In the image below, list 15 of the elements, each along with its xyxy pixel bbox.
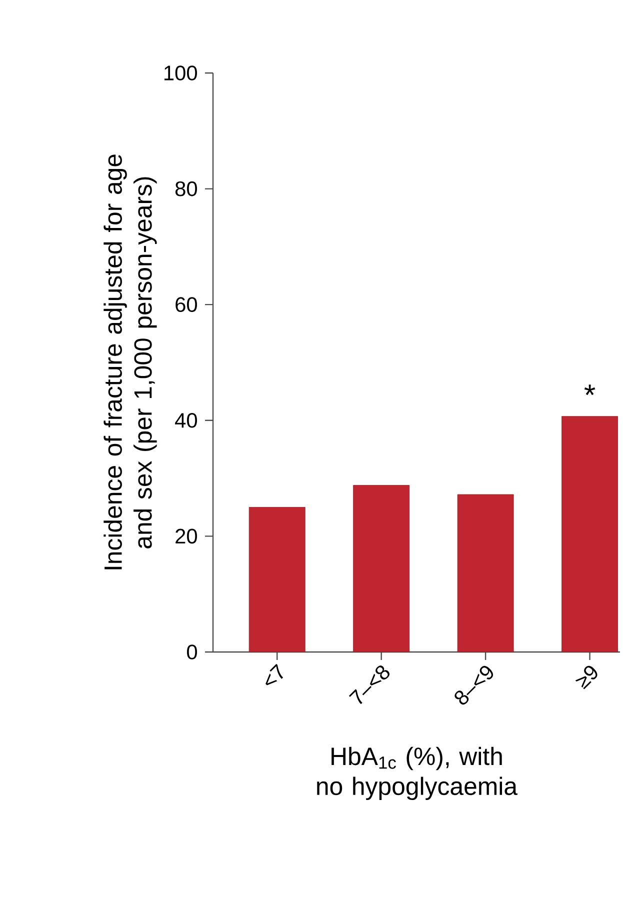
bar — [353, 485, 410, 652]
y-tick-label: 100 — [164, 66, 197, 80]
y-tick-label: 20 — [176, 528, 197, 544]
bar — [457, 494, 514, 652]
annotation: * — [584, 384, 596, 396]
bar — [248, 507, 306, 652]
x-tick-label: ≥9 — [575, 666, 598, 690]
y-tick-label: 0 — [187, 644, 198, 660]
y-tick-label: 80 — [175, 181, 197, 196]
bar — [562, 416, 618, 652]
y-tick-label: 60 — [176, 297, 197, 312]
y-axis-title: Incidence of fracture adjusted for age and sex (per 1,000 person-years) — [104, 154, 157, 570]
y-tick-label: 40 — [175, 412, 197, 428]
x-tick-label: <7 — [266, 664, 284, 686]
x-axis-title: HbA$_{1c}$ (%), with no hypoglycaemia — [317, 746, 518, 800]
